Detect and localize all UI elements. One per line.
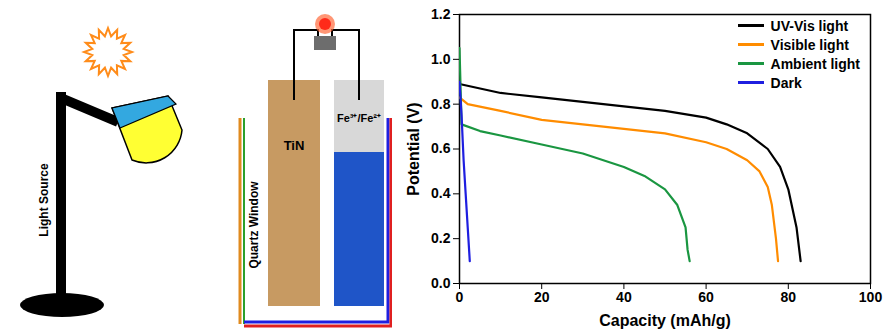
svg-text:0.4: 0.4 [431, 185, 451, 201]
html-text:Ambient light: Ambient light [770, 55, 860, 72]
svg-text:100: 100 [859, 289, 883, 305]
svg-text:0.8: 0.8 [431, 96, 451, 112]
svg-text:TiN: TiN [284, 138, 305, 153]
svg-text:Capacity (mAh/g): Capacity (mAh/g) [599, 312, 731, 329]
html-text:Visible light: Visible light [770, 36, 849, 53]
svg-text:Fe³⁺/Fe²⁺: Fe³⁺/Fe²⁺ [337, 112, 381, 124]
svg-text:0: 0 [456, 289, 464, 305]
svg-text:0.0: 0.0 [431, 275, 451, 291]
svg-text:60: 60 [698, 289, 714, 305]
svg-text:40: 40 [616, 289, 632, 305]
svg-text:20: 20 [534, 289, 550, 305]
svg-text:1.2: 1.2 [431, 6, 451, 22]
svg-text:Light Source: Light Source [37, 163, 51, 237]
svg-text:0.2: 0.2 [431, 230, 451, 246]
svg-text:Quartz Window: Quartz Window [247, 181, 261, 269]
svg-text:Potential (V): Potential (V) [405, 102, 422, 195]
svg-text:0.6: 0.6 [431, 140, 451, 156]
svg-text:1.0: 1.0 [431, 51, 451, 67]
html-text:Dark: Dark [770, 74, 802, 91]
svg-text:80: 80 [781, 289, 797, 305]
html-text:UV-Vis light: UV-Vis light [770, 17, 849, 34]
